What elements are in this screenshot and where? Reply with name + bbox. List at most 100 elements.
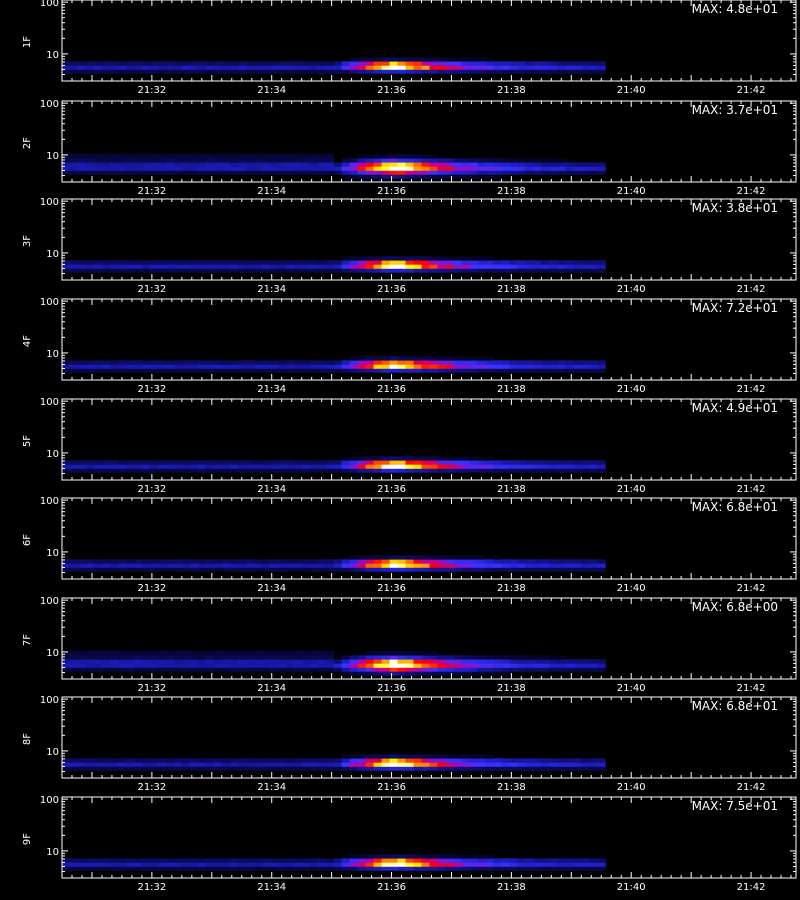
spectrogram-cell bbox=[109, 364, 119, 369]
spectrogram-cell bbox=[549, 61, 558, 66]
spectrogram-cell bbox=[221, 762, 231, 767]
spectrogram-cell bbox=[549, 158, 558, 163]
spectrogram-cell bbox=[221, 268, 231, 273]
spectrogram-cell bbox=[501, 260, 510, 265]
spectrogram-cell bbox=[357, 153, 366, 159]
spectrogram-cell bbox=[165, 655, 175, 660]
spectrogram-cell bbox=[189, 162, 199, 167]
spectrogram-cell bbox=[325, 655, 334, 660]
spectrogram-cell bbox=[317, 655, 327, 660]
spectrogram-cell bbox=[109, 659, 119, 664]
spectrogram-cell bbox=[237, 667, 247, 672]
spectrogram-cell bbox=[405, 754, 414, 759]
spectrogram-cell bbox=[381, 61, 390, 66]
spectrogram-cell bbox=[197, 268, 207, 273]
spectrogram-cell bbox=[525, 264, 534, 269]
spectrogram-cell bbox=[389, 567, 398, 572]
spectrogram-cell bbox=[205, 567, 215, 572]
spectrogram-cell bbox=[493, 162, 502, 167]
panel-label: 6F bbox=[22, 534, 33, 546]
spectrogram-cell bbox=[453, 655, 462, 660]
spectrogram-cell bbox=[253, 563, 263, 568]
spectrogram-cell bbox=[389, 460, 398, 465]
spectrogram-cell bbox=[237, 158, 247, 163]
spectrogram-cell bbox=[62, 65, 71, 70]
spectrogram-cell bbox=[189, 166, 199, 171]
max-annotation: MAX: 6.8e+00 bbox=[692, 600, 778, 614]
spectrogram-cell bbox=[477, 559, 486, 564]
spectrogram-cell bbox=[221, 360, 231, 365]
spectrogram-cell bbox=[501, 858, 510, 863]
spectrogram-cell bbox=[117, 667, 127, 672]
spectrogram-cell bbox=[229, 464, 239, 469]
spectrogram-cell bbox=[205, 364, 215, 369]
spectrogram-cell bbox=[453, 356, 462, 361]
spectrogram-cell bbox=[333, 667, 342, 672]
spectrogram-cell bbox=[269, 663, 279, 668]
spectrogram-cell bbox=[101, 360, 111, 365]
spectrogram-cell bbox=[493, 268, 502, 273]
spectrogram-cell bbox=[101, 567, 111, 572]
spectrogram-cell bbox=[197, 166, 207, 171]
spectrogram-cell bbox=[213, 650, 223, 656]
spectrogram-cell bbox=[221, 166, 231, 171]
spectrogram-cell bbox=[549, 260, 558, 265]
spectrogram-cell bbox=[437, 559, 446, 564]
spectrogram-cell bbox=[149, 858, 159, 863]
spectrogram-cell bbox=[397, 162, 406, 167]
spectrogram-cell bbox=[205, 368, 215, 373]
spectrogram-cell bbox=[557, 762, 566, 767]
spectrogram-cell bbox=[125, 655, 135, 660]
spectrogram-cell bbox=[325, 758, 334, 763]
spectrogram-cell bbox=[269, 61, 279, 66]
spectrogram-cell bbox=[493, 368, 502, 373]
spectrogram-cell bbox=[477, 671, 486, 676]
spectrogram-cell bbox=[333, 460, 342, 465]
spectrogram-cell bbox=[405, 166, 414, 171]
spectrogram-cell bbox=[389, 854, 398, 859]
spectrogram-cell bbox=[413, 364, 422, 369]
spectrogram-cell bbox=[405, 663, 414, 668]
spectrogram-cell bbox=[397, 158, 406, 163]
spectrogram-cell bbox=[581, 260, 590, 265]
spectrogram-cell bbox=[101, 69, 111, 74]
spectrogram-cell bbox=[149, 162, 159, 167]
spectrogram-cell bbox=[421, 170, 430, 175]
spectrogram-cell bbox=[477, 264, 486, 269]
spectrogram-cell bbox=[525, 762, 534, 767]
spectrogram-cell bbox=[62, 61, 71, 66]
spectrogram-cell bbox=[269, 360, 279, 365]
spectrogram-cell bbox=[589, 460, 598, 465]
spectrogram-cell bbox=[437, 667, 446, 672]
spectrogram-cell bbox=[389, 260, 398, 265]
spectrogram-cell bbox=[325, 659, 334, 664]
spectrogram-cell bbox=[381, 762, 390, 767]
x-tick-label: 21:38 bbox=[497, 484, 526, 495]
spectrogram-cell bbox=[397, 464, 406, 469]
spectrogram-cell bbox=[237, 166, 247, 171]
spectrogram-cell bbox=[261, 758, 271, 763]
spectrogram-cell bbox=[237, 368, 247, 373]
spectrogram-cell bbox=[149, 866, 159, 871]
spectrogram-cell bbox=[253, 866, 263, 871]
spectrogram-cell bbox=[189, 260, 199, 265]
spectrogram-cell bbox=[78, 264, 87, 269]
spectrogram-cell bbox=[445, 162, 454, 167]
spectrogram-cell bbox=[469, 356, 478, 361]
spectrogram-cell bbox=[197, 368, 207, 373]
spectrogram-cell bbox=[517, 655, 526, 660]
spectrogram-cell bbox=[157, 65, 167, 70]
spectrogram-cell bbox=[357, 162, 366, 167]
spectrogram-cell bbox=[237, 659, 247, 664]
spectrogram-cell bbox=[597, 61, 606, 66]
spectrogram-cell bbox=[565, 368, 574, 373]
spectrogram-cell bbox=[70, 663, 79, 668]
spectrogram-cell bbox=[485, 758, 494, 763]
spectrogram-cell bbox=[341, 866, 350, 871]
spectrogram-cell bbox=[405, 170, 414, 175]
spectrogram-cell bbox=[261, 264, 271, 269]
spectrogram-cell bbox=[325, 364, 334, 369]
spectrogram-cell bbox=[485, 667, 494, 672]
panel-frame bbox=[61, 597, 797, 680]
spectrogram-cell bbox=[341, 567, 350, 572]
